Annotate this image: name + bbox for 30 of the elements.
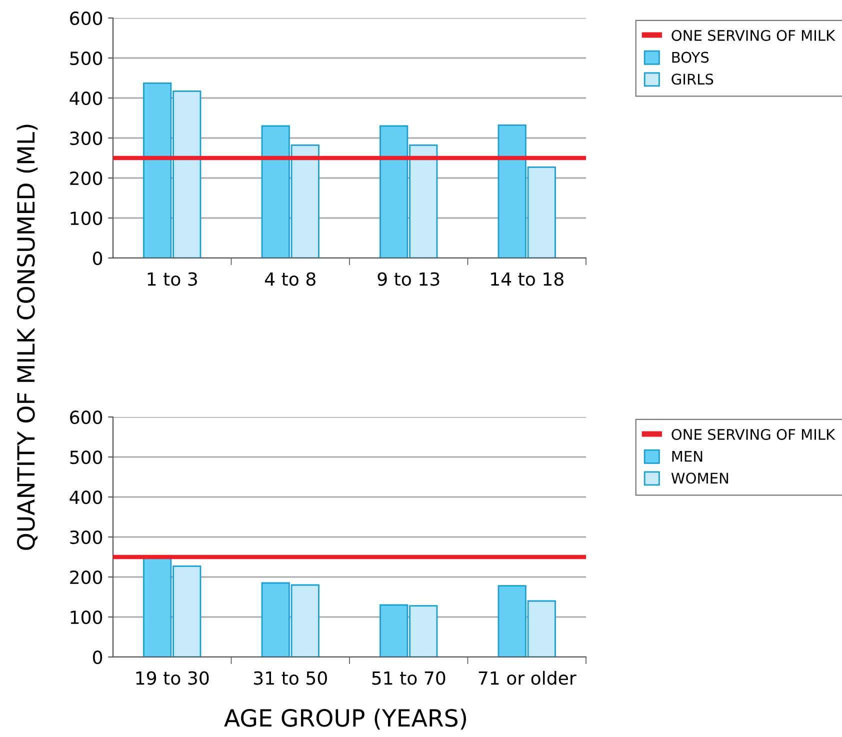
legend-label: WOMEN	[671, 472, 728, 484]
x-axis-title: AGE GROUP (YEARS)	[224, 708, 466, 730]
y-tick-label: 400	[70, 91, 102, 106]
y-tick-label: 0	[92, 650, 102, 664]
legend-label: BOYS	[672, 52, 709, 63]
x-tick-label: 4 to 8	[264, 272, 316, 286]
x-tick-label: 51 to 70	[372, 671, 446, 685]
y-axis-title: QUANTITY OF MILK CONSUMED (ML)	[16, 124, 38, 550]
y-tick-label: 200	[70, 570, 102, 584]
y-tick-label: 400	[70, 490, 102, 504]
x-tick-label: 31 to 50	[254, 671, 327, 685]
x-tick-label: 9 to 13	[378, 272, 440, 286]
x-tick-label: 14 to 18	[491, 272, 564, 286]
x-tick-label: 19 to 30	[136, 671, 209, 685]
y-tick-label: 0	[92, 251, 102, 266]
y-tick-label: 600	[70, 410, 102, 424]
y-tick-label: 500	[70, 51, 102, 66]
legend-label: GIRLS	[672, 74, 714, 85]
y-tick-label: 300	[70, 530, 102, 544]
y-tick-label: 300	[70, 131, 102, 146]
y-tick-label: 100	[70, 610, 102, 624]
y-tick-label: 600	[70, 11, 102, 26]
x-tick-label: 71 or older	[478, 670, 576, 685]
y-tick-label: 500	[70, 450, 102, 464]
x-tick-label: 1 to 3	[148, 272, 197, 286]
legend-label: MEN	[672, 450, 702, 462]
legend-label: ONE SERVING OF MILK	[672, 30, 836, 41]
legend-label: ONE SERVING OF MILK	[672, 428, 836, 440]
y-tick-label: 100	[70, 211, 102, 226]
y-tick-label: 200	[70, 171, 102, 186]
